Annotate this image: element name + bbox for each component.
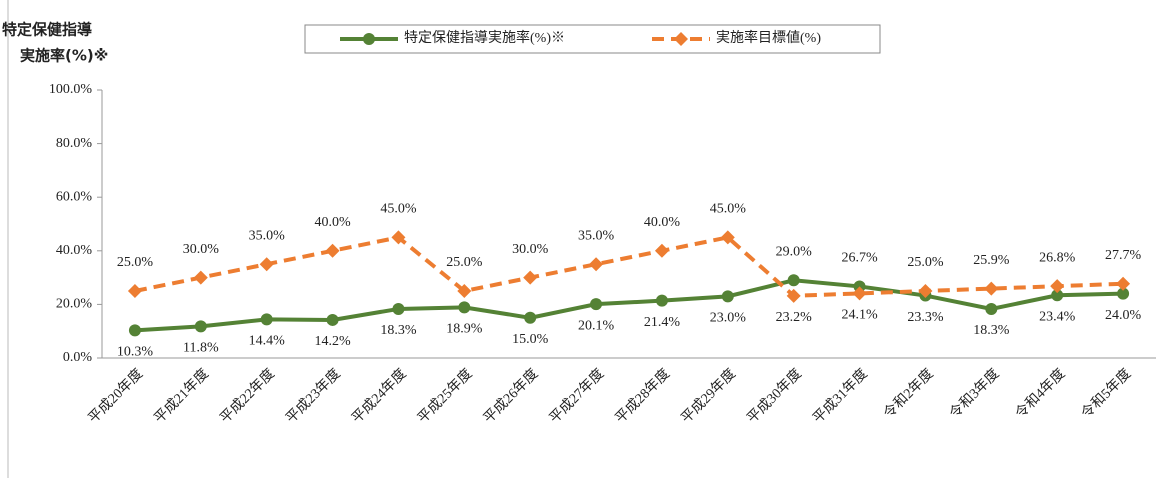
x-tick-label: 平成28年度: [612, 366, 673, 427]
value-label: 24.0%: [1105, 308, 1142, 323]
point: [392, 302, 405, 315]
x-tick-label: 令和3年度: [947, 366, 1003, 422]
x-tick-label: 平成20年度: [85, 366, 146, 427]
value-label: 26.8%: [1039, 250, 1076, 265]
value-label: 40.0%: [644, 215, 681, 230]
point: [985, 302, 998, 315]
value-label: 27.7%: [1105, 248, 1142, 263]
value-label: 35.0%: [578, 228, 615, 243]
point: [1116, 276, 1131, 291]
value-label: 23.4%: [1039, 310, 1076, 325]
value-label: 11.8%: [183, 341, 219, 356]
value-label: 30.0%: [183, 242, 220, 257]
x-tick-label: 平成22年度: [217, 366, 278, 427]
x-tick-label: 平成25年度: [415, 366, 476, 427]
x-tick-label: 平成27年度: [546, 366, 607, 427]
value-label: 14.4%: [249, 334, 286, 349]
point: [260, 313, 273, 326]
y-tick-label: 20.0%: [56, 297, 93, 312]
x-tick-label: 令和5年度: [1078, 366, 1134, 422]
point: [590, 298, 603, 311]
point: [1050, 279, 1065, 294]
point: [523, 270, 538, 285]
point: [721, 290, 734, 303]
x-tick-label: 令和2年度: [881, 366, 937, 422]
value-label: 20.1%: [578, 318, 615, 333]
x-tick-label: 令和4年度: [1012, 366, 1068, 422]
x-tick-label: 平成26年度: [480, 366, 541, 427]
series-line: [134, 235, 1124, 298]
value-label: 18.3%: [380, 323, 417, 338]
x-tick-label: 平成29年度: [678, 366, 739, 427]
point: [1051, 289, 1064, 302]
x-tick-label: 平成30年度: [744, 366, 805, 427]
point: [524, 311, 537, 324]
value-label: 30.0%: [512, 242, 549, 257]
point: [918, 284, 933, 298]
x-tick-label: 平成21年度: [151, 366, 212, 427]
y-tick-label: 60.0%: [56, 189, 93, 204]
y-tick-label: 0.0%: [63, 350, 93, 365]
series-line: [134, 278, 1124, 333]
point: [786, 288, 801, 303]
value-label: 14.2%: [314, 334, 351, 349]
value-label: 24.1%: [841, 308, 878, 323]
point: [259, 257, 274, 272]
legend-label: 実施率目標値(%): [716, 29, 821, 46]
value-label: 23.3%: [907, 310, 944, 325]
value-label: 25.0%: [117, 255, 154, 270]
legend-box: [304, 24, 881, 54]
value-label: 45.0%: [710, 202, 747, 217]
value-label: 15.0%: [512, 332, 549, 347]
value-label: 21.4%: [644, 315, 681, 330]
value-label: 18.9%: [446, 322, 483, 337]
point: [720, 230, 735, 245]
point: [458, 301, 471, 314]
y-axis-title: 実施率(%)※: [20, 47, 108, 65]
value-label: 10.3%: [117, 345, 154, 360]
value-label: 25.0%: [446, 255, 483, 270]
value-label: 25.0%: [907, 255, 944, 270]
point: [655, 294, 668, 307]
y-tick-label: 100.0%: [49, 82, 93, 97]
point: [326, 313, 339, 326]
legend-marker: [363, 33, 375, 45]
point: [127, 284, 142, 298]
value-label: 40.0%: [314, 215, 351, 230]
point: [787, 274, 800, 287]
x-tick-label: 平成23年度: [283, 366, 344, 427]
legend-marker: [674, 32, 688, 46]
value-label: 18.3%: [973, 323, 1010, 338]
point: [128, 324, 141, 337]
value-label: 23.2%: [776, 310, 813, 325]
point: [457, 284, 472, 298]
point: [984, 281, 999, 296]
y-tick-label: 40.0%: [56, 243, 93, 258]
x-tick-label: 平成31年度: [810, 366, 871, 427]
point: [193, 270, 208, 285]
point: [391, 230, 406, 245]
point: [194, 320, 207, 333]
y-tick-label: 80.0%: [56, 136, 93, 151]
x-tick-label: 平成24年度: [349, 366, 410, 427]
value-label: 45.0%: [380, 202, 417, 217]
point: [325, 243, 340, 258]
value-label: 25.9%: [973, 253, 1010, 268]
point: [654, 243, 669, 258]
point: [852, 286, 867, 301]
point: [589, 257, 604, 272]
legend-label: 特定保健指導実施率(%)※: [404, 29, 565, 46]
value-label: 35.0%: [249, 228, 286, 243]
y-axis-title: 特定保健指導: [2, 21, 92, 39]
value-label: 23.0%: [710, 311, 747, 326]
value-label: 29.0%: [776, 244, 813, 259]
point: [1117, 287, 1130, 300]
value-label: 26.7%: [841, 251, 878, 266]
